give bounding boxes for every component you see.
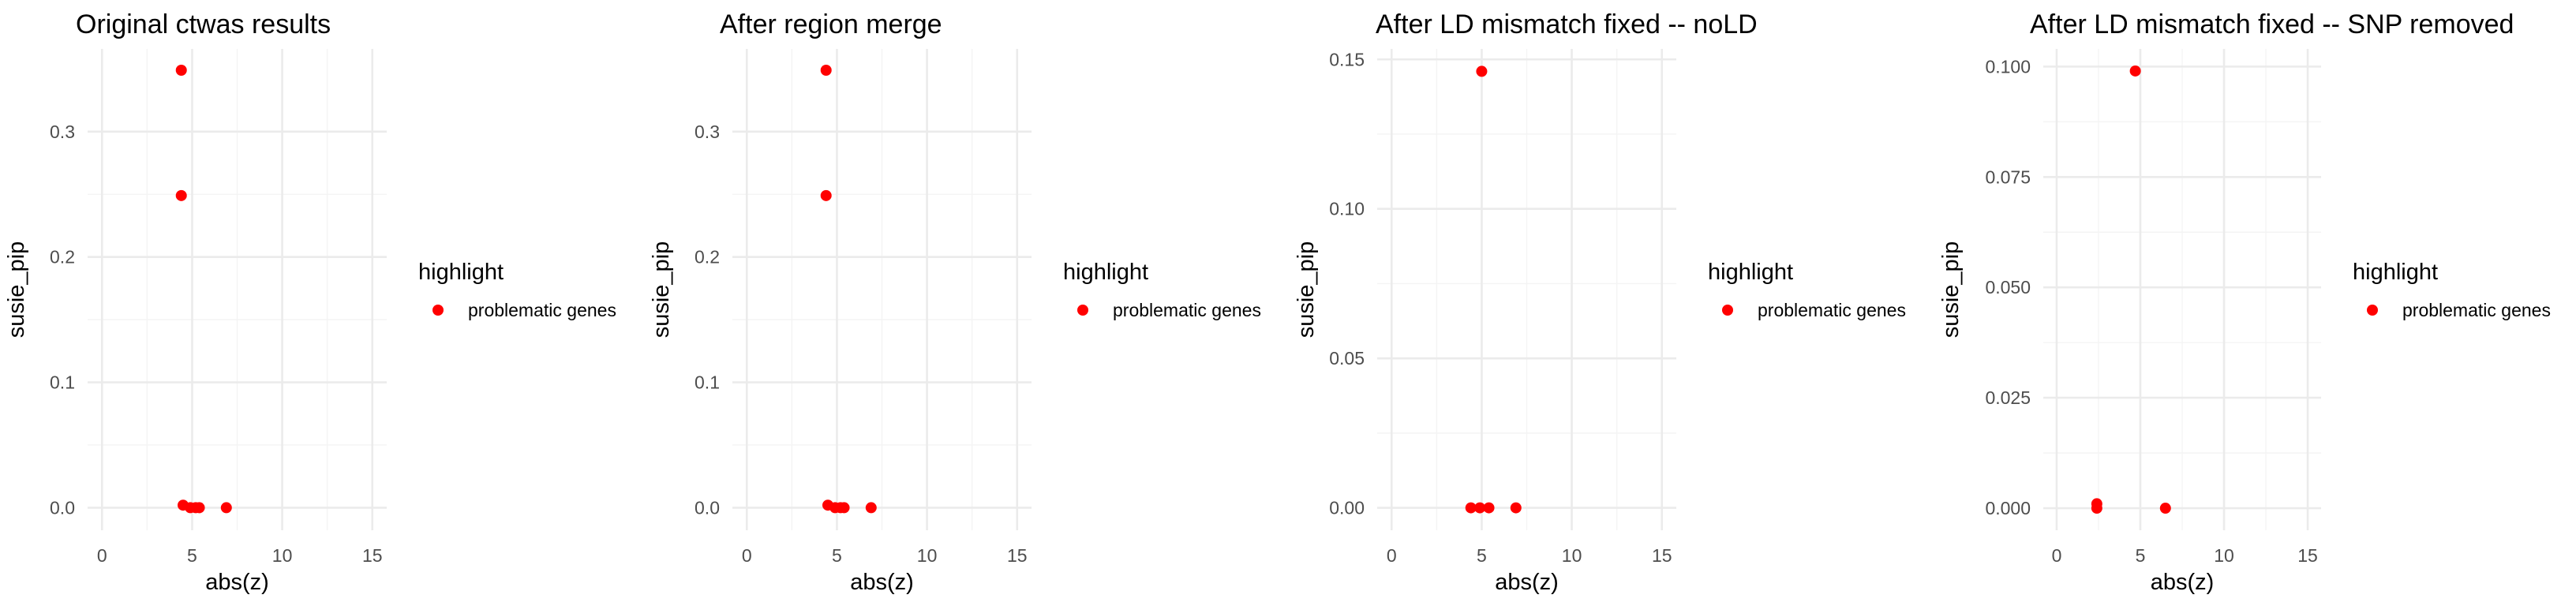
x-tick-label: 15	[1652, 545, 1672, 566]
legend-item-label: problematic genes	[468, 300, 616, 320]
legend: highlight problematic genes	[418, 260, 616, 320]
y-tick-label: 0.0	[50, 497, 75, 518]
y-tick-label: 0.15	[1329, 49, 1365, 69]
y-tick-label: 0.3	[50, 122, 75, 142]
x-tick-label: 0	[2052, 545, 2062, 566]
y-tick-label: 0.2	[695, 247, 720, 267]
x-tick-label: 0	[97, 545, 107, 566]
data-point	[1465, 502, 1477, 514]
y-tick-label: 0.1	[695, 372, 720, 393]
y-tick-label: 0.00	[1329, 498, 1365, 518]
data-point	[175, 65, 187, 77]
data-point	[1476, 65, 1488, 77]
x-tick-label: 5	[2136, 545, 2146, 566]
legend-item-label: problematic genes	[2402, 300, 2551, 320]
x-tick-label: 10	[2214, 545, 2234, 566]
data-point	[2159, 503, 2171, 514]
legend-key-marker	[432, 305, 444, 316]
y-tick-label: 0.025	[1985, 387, 2031, 408]
x-tick-label: 0	[1387, 545, 1397, 566]
x-axis-title: abs(z)	[850, 570, 914, 595]
data-point	[2091, 503, 2102, 514]
chart-panel-3: 0 5 10 15 0.00 0.05 0.10 0.15 After LD mismatch …	[1294, 9, 1906, 595]
legend: highlight problematic genes	[2353, 260, 2551, 320]
x-tick-label: 10	[272, 545, 293, 566]
y-axis-title: susie_pip	[4, 241, 29, 339]
legend-title: highlight	[418, 260, 504, 285]
data-point	[220, 502, 232, 514]
chart-title: After region merge	[720, 9, 942, 39]
x-axis-title: abs(z)	[2151, 570, 2215, 595]
x-tick-label: 10	[1562, 545, 1582, 566]
legend-key-marker	[1077, 305, 1088, 316]
data-point	[1483, 502, 1495, 514]
x-tick-label: 15	[1007, 545, 1028, 566]
x-axis-title: abs(z)	[1495, 570, 1559, 595]
chart-panel-2: 0 5 10 15 0.0 0.1 0.2 0.3 After region merge abs(…	[649, 9, 1261, 595]
data-point	[820, 65, 832, 77]
y-tick-label: 0.05	[1329, 348, 1365, 368]
chart-panel-1: 0 5 10 15 0.0 0.1 0.2 0.3 Original ctwas results…	[4, 9, 616, 595]
legend-key-marker	[2367, 305, 2378, 316]
y-axis-title: susie_pip	[649, 241, 674, 339]
chart-title: Original ctwas results	[76, 9, 331, 39]
x-tick-label: 15	[2297, 545, 2318, 566]
y-tick-label: 0.3	[695, 122, 720, 142]
x-tick-label: 5	[832, 545, 842, 566]
data-point	[820, 189, 832, 201]
y-tick-label: 0.0	[695, 497, 720, 518]
y-tick-label: 0.075	[1985, 166, 2031, 187]
y-tick-label: 0.2	[50, 247, 75, 267]
y-tick-label: 0.050	[1985, 277, 2031, 297]
x-tick-label: 15	[362, 545, 383, 566]
chart-panel-4: 0 5 10 15 0.000 0.025 0.050 0.075 0.100 After LD …	[1938, 9, 2551, 595]
data-point	[2129, 65, 2141, 77]
legend-item-label: problematic genes	[1113, 300, 1261, 320]
x-axis-title: abs(z)	[205, 570, 269, 595]
y-tick-label: 0.10	[1329, 199, 1365, 219]
data-point	[838, 502, 850, 514]
data-point	[193, 502, 205, 514]
data-point	[175, 189, 187, 201]
chart-title: After LD mismatch fixed -- noLD	[1376, 9, 1758, 39]
x-tick-label: 5	[187, 545, 197, 566]
y-tick-label: 0.000	[1985, 498, 2031, 518]
x-tick-label: 0	[742, 545, 752, 566]
x-tick-label: 10	[917, 545, 938, 566]
legend: highlight problematic genes	[1708, 260, 1906, 320]
y-axis-title: susie_pip	[1294, 241, 1319, 339]
data-point	[865, 502, 877, 514]
legend-title: highlight	[1063, 260, 1148, 285]
legend-title: highlight	[1708, 260, 1793, 285]
chart-title: After LD mismatch fixed -- SNP removed	[2030, 9, 2514, 39]
data-point	[1510, 502, 1522, 514]
y-tick-label: 0.1	[50, 372, 75, 393]
y-tick-label: 0.100	[1985, 56, 2031, 77]
legend-item-label: problematic genes	[1758, 300, 1906, 320]
legend-title: highlight	[2353, 260, 2438, 285]
legend: highlight problematic genes	[1063, 260, 1261, 320]
y-axis-title: susie_pip	[1938, 241, 1964, 339]
x-tick-label: 5	[1477, 545, 1487, 566]
legend-key-marker	[1722, 305, 1733, 316]
data-point	[1474, 502, 1486, 514]
